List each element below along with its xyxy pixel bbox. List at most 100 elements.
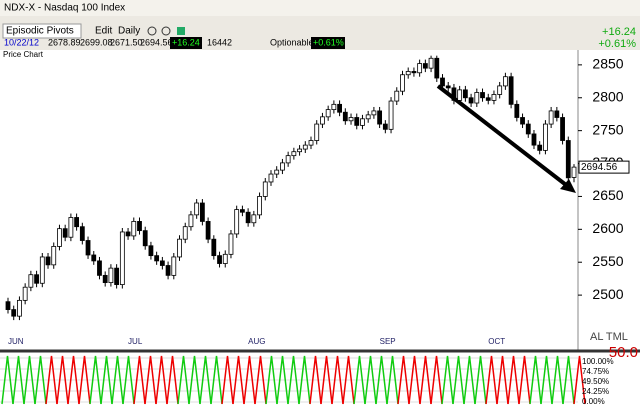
indicator-zigzag (430, 355, 443, 405)
candle-body (28, 274, 34, 288)
candle-body (462, 89, 468, 99)
indicator-zigzag (474, 355, 487, 405)
indicator-zigzag (375, 355, 388, 405)
quote-high: 2699.08 (80, 37, 113, 47)
zoom-out-icon[interactable] (161, 26, 171, 36)
indicator-zigzag (56, 355, 69, 405)
quote-volume: 16442 (207, 37, 232, 47)
candle-body (337, 103, 342, 113)
indicator-level-label: 100.00% (582, 357, 614, 366)
candle-body (194, 202, 200, 216)
indicator-zigzag (320, 355, 333, 405)
candle-body (177, 238, 182, 258)
pane-label: Price Chart (3, 50, 44, 59)
indicator-zigzag (23, 355, 36, 405)
indicator-pane: 100.00%74.75%49.50%24.25%0.00% (0, 355, 614, 406)
change-box (170, 37, 202, 49)
indicator-zigzag (122, 355, 135, 405)
candle-body (440, 77, 445, 87)
candle-body (39, 256, 45, 284)
quote-open: 2678.89 (48, 37, 81, 47)
indicator-value: 50.0 (609, 344, 638, 361)
candle-body (451, 87, 457, 101)
candle-body (211, 238, 217, 257)
indicator-zigzag (232, 355, 245, 405)
indicator-level-label: 0.00% (582, 397, 605, 406)
candle-body (68, 217, 74, 238)
candle-body (468, 97, 474, 104)
candle-body (125, 231, 131, 237)
candle-body (302, 144, 308, 150)
candle-body (291, 151, 297, 157)
candle-body (159, 260, 165, 266)
candle-body (502, 76, 508, 87)
indicator-zigzag (111, 355, 124, 405)
candle-body (240, 209, 245, 213)
candle-body (314, 123, 320, 141)
edit-button[interactable]: Edit (95, 26, 112, 37)
candle-body (205, 221, 211, 240)
candle-body (514, 103, 520, 118)
candle-body (445, 85, 451, 89)
quote-change-pct: +0.61% (313, 37, 344, 47)
candle-body (525, 123, 531, 135)
zoom-in-icon[interactable] (147, 26, 157, 36)
candle-body (325, 109, 331, 118)
candle-body (388, 100, 394, 130)
candle-body (148, 245, 154, 257)
candle-body (297, 148, 302, 153)
candle-body (245, 211, 251, 224)
indicator-zigzag (507, 355, 520, 405)
candle-body (5, 301, 11, 310)
indicator-zigzag (287, 355, 300, 405)
candle-body (422, 63, 428, 69)
x-tick-label: SEP (380, 337, 396, 346)
y-tick-label: 2550 (592, 253, 623, 269)
right-change: +16.24 (602, 26, 636, 38)
indicator-level-label: 49.50% (582, 377, 609, 386)
indicator-zigzag (342, 355, 355, 405)
last-price-label: 2694.56 (581, 162, 618, 173)
indicator-zigzag (265, 355, 278, 405)
x-tick-label: OCT (488, 337, 505, 346)
indicator-zigzag (298, 355, 311, 405)
candle-body (11, 309, 17, 317)
candle-body (217, 255, 222, 264)
candle-body (348, 117, 354, 122)
indicator-zigzag (485, 355, 498, 405)
y-tick-label: 2750 (592, 121, 623, 137)
indicator-zigzag (276, 355, 289, 405)
candle-body (154, 255, 160, 262)
indicator-zigzag (408, 355, 421, 405)
candle-body (228, 233, 234, 255)
candle-body (560, 117, 565, 141)
quote-low: 2671.50 (110, 37, 143, 47)
candle-body (165, 265, 171, 276)
indicator-zigzag (89, 355, 102, 405)
indicator-zigzag (243, 355, 256, 405)
candle-body (22, 286, 28, 301)
indicator-zigzag (353, 355, 366, 405)
candle-body (57, 228, 62, 247)
indicator-zigzag (34, 355, 47, 405)
candle-body (188, 214, 194, 228)
candle-body (411, 71, 417, 74)
x-tick-label: JUL (128, 337, 143, 346)
indicator-zigzag (463, 355, 476, 405)
period-select[interactable]: Daily (118, 26, 140, 37)
symbol-title[interactable]: NDX-X - Nasdaq 100 Index (4, 3, 125, 14)
tool-icon[interactable] (177, 27, 185, 35)
candle-body (34, 274, 39, 284)
indicator-zigzag (100, 355, 113, 405)
candle-body (457, 89, 463, 101)
indicator-zigzag (254, 355, 267, 405)
indicator-zigzag (496, 355, 509, 405)
candle-body (565, 140, 571, 179)
candle-body (365, 114, 371, 120)
last-price-flag (578, 160, 630, 174)
quote-last: 2694.56 (140, 37, 173, 47)
indicator-zigzag (177, 355, 190, 405)
layout-select[interactable] (2, 23, 82, 39)
indicator-level-label: 74.75% (582, 367, 609, 376)
indicator-zigzag (573, 355, 586, 405)
